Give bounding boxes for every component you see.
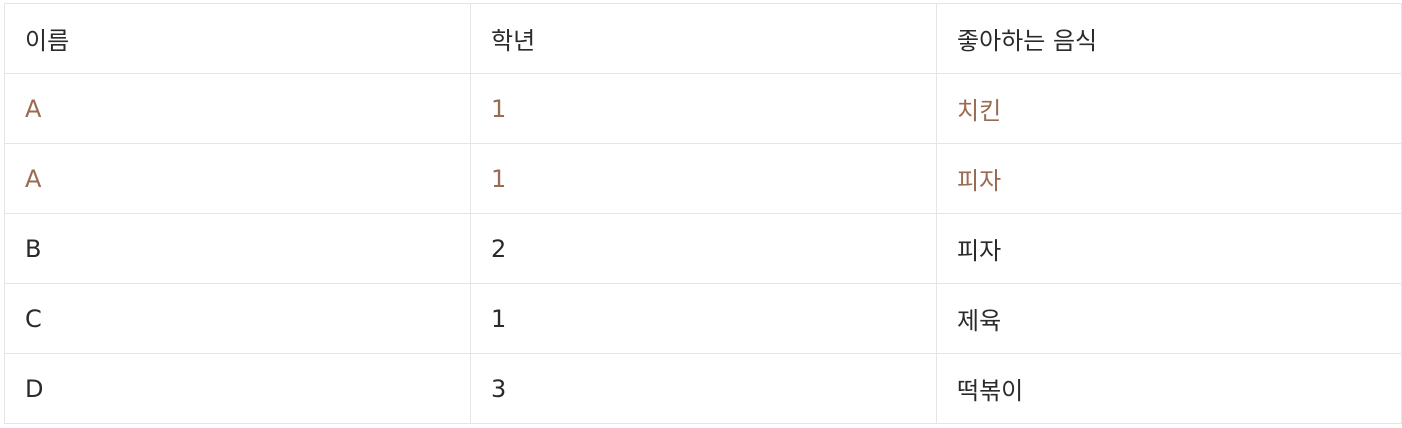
cell-name: A [4,73,471,144]
cell-grade: 1 [470,73,937,144]
cell-food: 떡볶이 [936,353,1402,424]
cell-name: A [4,143,471,214]
header-grade: 학년 [470,3,937,74]
cell-food: 치킨 [936,73,1402,144]
cell-name: D [4,353,471,424]
cell-name: C [4,283,471,354]
cell-grade: 3 [470,353,937,424]
cell-grade: 2 [470,213,937,284]
cell-food: 피자 [936,143,1402,214]
header-name: 이름 [4,3,471,74]
table-row: B 2 피자 [4,213,1402,284]
cell-grade: 1 [470,283,937,354]
table-row: A 1 피자 [4,143,1402,214]
table-row: D 3 떡볶이 [4,353,1402,424]
table-row: A 1 치킨 [4,73,1402,144]
table-header-row: 이름 학년 좋아하는 음식 [4,3,1402,74]
table-row: C 1 제육 [4,283,1402,354]
cell-name: B [4,213,471,284]
cell-food: 제육 [936,283,1402,354]
header-favorite-food: 좋아하는 음식 [936,3,1402,74]
cell-grade: 1 [470,143,937,214]
cell-food: 피자 [936,213,1402,284]
student-food-table: 이름 학년 좋아하는 음식 A 1 치킨 A 1 피자 B 2 피자 C [4,3,1402,424]
data-table-container: 이름 학년 좋아하는 음식 A 1 치킨 A 1 피자 B 2 피자 C [4,3,1402,424]
